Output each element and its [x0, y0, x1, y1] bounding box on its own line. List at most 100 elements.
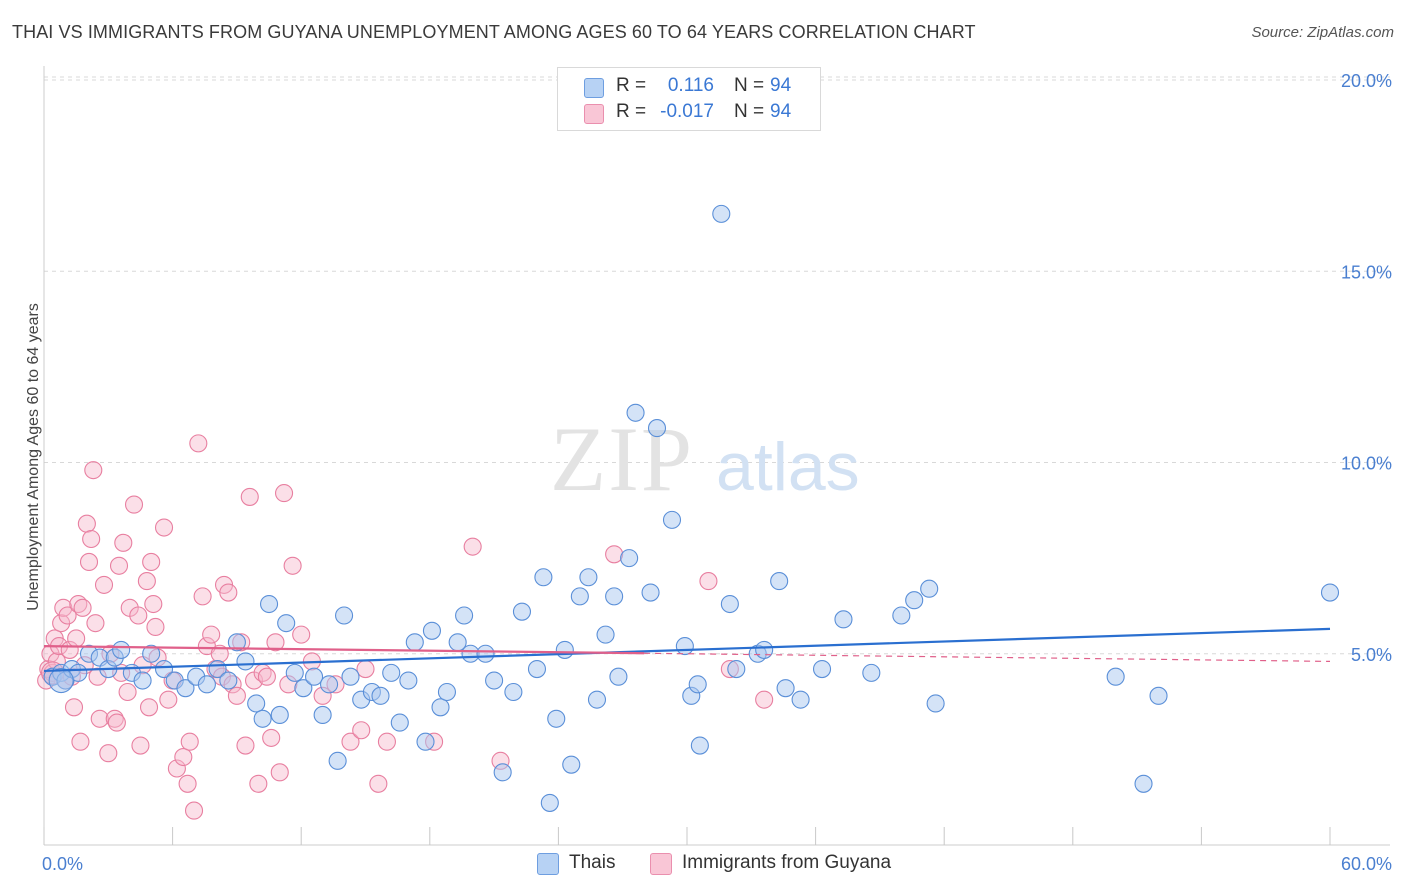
guyana-point	[257, 667, 276, 686]
guyana-point	[139, 698, 159, 717]
thais-point	[579, 568, 598, 587]
guyana-point	[193, 587, 212, 606]
watermark: ZIP atlas	[550, 408, 860, 510]
axis-labels: 5.0% 10.0% 15.0% 20.0% 0.0% 60.0% Unemployment…	[25, 71, 1392, 874]
guyana-point	[356, 659, 375, 679]
guyana-point	[266, 633, 285, 652]
guyana-point	[84, 461, 103, 480]
thais-point	[926, 694, 945, 713]
thais-point	[294, 679, 313, 698]
thais-point	[1106, 667, 1125, 686]
thais-point	[133, 671, 152, 690]
guyana-swatch	[584, 104, 604, 124]
r-value: -0.017	[660, 101, 714, 122]
guyana-trend-extension	[644, 652, 1331, 662]
thais-point	[770, 572, 789, 591]
guyana-point	[137, 572, 156, 591]
thais-point	[1149, 686, 1168, 705]
n-label: N =	[734, 75, 765, 96]
y-tick-label: 10.0%	[1341, 454, 1392, 474]
chart-title: THAI VS IMMIGRANTS FROM GUYANA UNEMPLOYM…	[12, 22, 976, 42]
guyana-point	[67, 629, 86, 648]
thais-point	[620, 549, 639, 568]
guyana-point	[64, 698, 84, 717]
guyana-point	[189, 434, 208, 453]
guyana-point	[79, 552, 99, 572]
r-label: R =	[616, 75, 647, 96]
thais-point	[142, 644, 161, 663]
guyana-point	[178, 774, 197, 793]
thais-point	[405, 633, 424, 652]
guyana-point	[167, 759, 186, 778]
thais-point	[313, 705, 332, 725]
thais-points	[43, 204, 1340, 812]
thais-point	[534, 568, 553, 587]
thais-point	[253, 709, 272, 728]
guyana-point	[129, 606, 148, 625]
guyana-point	[124, 495, 144, 514]
legend-label-thais: Thais	[569, 852, 616, 873]
thais-point	[570, 587, 589, 606]
thais-point	[285, 663, 304, 682]
thais-point	[493, 763, 512, 782]
guyana-point	[275, 484, 294, 503]
thais-point	[176, 679, 195, 698]
guyana-point	[131, 736, 150, 755]
thais-point	[416, 732, 435, 751]
legend-label-guyana: Immigrants from Guyana	[682, 852, 892, 873]
guyana-point	[463, 537, 482, 556]
thais-point	[422, 621, 441, 640]
guyana-point	[71, 732, 90, 751]
guyana-point	[262, 728, 281, 747]
thais-swatch	[537, 853, 559, 875]
grid-lines	[44, 76, 1390, 655]
thais-point	[270, 705, 289, 725]
guyana-point	[180, 732, 199, 751]
thais-point	[587, 690, 607, 709]
guyana-point	[341, 732, 360, 751]
thais-point	[688, 675, 707, 694]
correlation-legend: R = 0.116 N = 94 R = -0.017 N = 94	[557, 67, 821, 131]
y-axis-title: Unemployment Among Ages 60 to 64 years	[25, 303, 42, 611]
thais-point	[920, 579, 939, 598]
thais-point	[1134, 774, 1153, 793]
y-tick-label: 20.0%	[1341, 71, 1392, 91]
legend-row-guyana: R = -0.017 N = 94	[558, 101, 820, 127]
thais-point	[227, 633, 246, 652]
thais-point	[197, 675, 216, 694]
thais-point	[236, 652, 255, 671]
thais-point	[455, 606, 474, 625]
guyana-point	[94, 575, 114, 594]
guyana-point	[699, 572, 718, 591]
thais-trend-line	[43, 627, 1331, 673]
guyana-point	[144, 594, 163, 614]
guyana-point	[99, 744, 118, 763]
thais-point	[259, 594, 279, 614]
guyana-point	[352, 721, 371, 740]
thais-point	[504, 682, 523, 702]
thais-point	[154, 659, 174, 679]
thais-point	[662, 510, 682, 529]
thais-point	[641, 583, 660, 602]
thais-point	[791, 690, 810, 709]
guyana-point	[249, 774, 268, 793]
guyana-point	[114, 533, 133, 552]
guyana-point	[184, 801, 204, 820]
trend-lines	[43, 627, 1331, 673]
r-value: 0.116	[667, 75, 714, 96]
thais-point	[605, 587, 624, 606]
thais-point	[609, 667, 628, 686]
thais-point	[596, 625, 615, 644]
thais-point	[540, 793, 559, 812]
thais-point	[626, 403, 645, 422]
n-value: 94	[770, 75, 792, 96]
thais-point	[328, 751, 347, 770]
thais-point	[485, 671, 504, 690]
legend-row-thais: R = 0.116 N = 94	[558, 75, 820, 101]
guyana-point	[118, 682, 137, 702]
guyana-point	[159, 690, 178, 709]
thais-point	[647, 419, 667, 438]
thais-point	[892, 606, 911, 625]
thais-point	[461, 644, 480, 663]
thais-point	[562, 755, 581, 774]
